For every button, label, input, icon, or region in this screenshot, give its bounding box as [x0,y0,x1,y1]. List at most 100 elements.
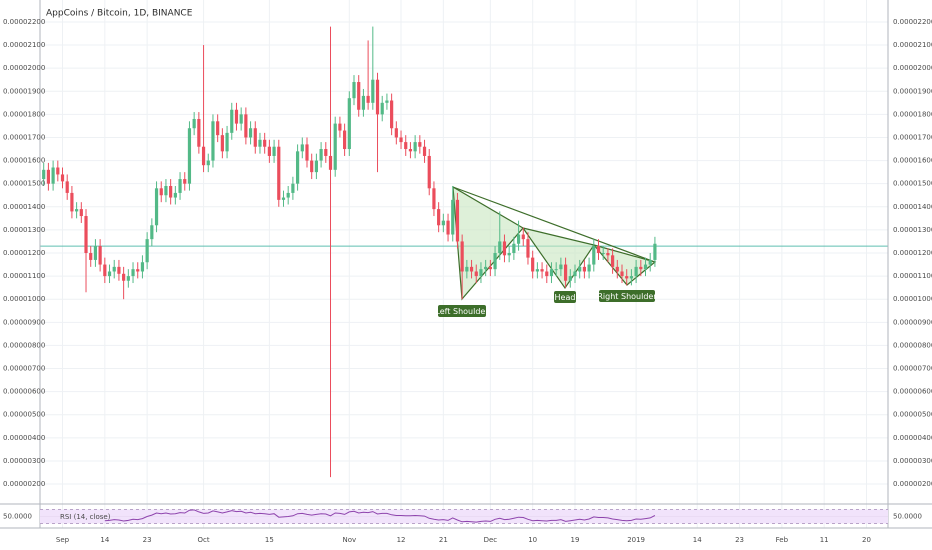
x-tick-label: 15 [265,536,274,544]
y-tick-label: 0.00001800 [3,110,45,118]
candle-body [267,146,271,156]
y-tick-label: 0.00002000 [3,64,45,72]
candle-body [521,234,525,240]
candle-body [366,95,370,103]
y-tick-label: 0.00001200 [893,249,932,257]
candle-body [239,114,243,124]
candle-body [535,269,539,272]
candle-body [559,264,563,270]
candle-body [300,144,304,152]
candle-body [263,139,267,147]
candle-body [93,246,98,260]
x-tick-label: Nov [342,536,356,544]
rsi-line [104,509,656,523]
candle-body [173,192,177,198]
candle-body [648,259,652,265]
candle-body [549,269,554,277]
candle-body [568,276,572,281]
candle-body [187,128,192,184]
candle-body [192,118,196,129]
candle-body [422,146,427,156]
candle-body [51,167,55,184]
candle-body [79,209,83,217]
y-tick-label: 0.00001100 [893,272,932,280]
candle-body [338,123,342,131]
candle-body [582,266,586,272]
x-tick-label: 2019 [627,536,645,544]
candle-body [154,188,159,226]
candle-body [131,269,135,277]
annotation-box [554,291,576,303]
annotation: Left Shoulder [435,307,489,316]
y-tick-label: 0.00001600 [893,157,932,165]
candle-body [394,128,398,138]
candle-body [324,149,328,156]
y-tick-label: 0.00002200 [3,18,45,26]
y-tick-label: 0.00001700 [893,133,932,141]
x-tick-label: 11 [820,536,829,544]
rsi-tick-label: 50.0000 [3,513,32,521]
candle-body [432,188,436,210]
candle-body [643,264,648,270]
candle-body [390,100,394,129]
x-tick-label: 19 [571,536,580,544]
annotation: Head [555,293,576,302]
candle-body [314,160,318,173]
y-tick-label: 0.00001400 [893,203,932,211]
y-tick-label: 0.00000400 [893,434,932,442]
candle-body [183,179,187,184]
x-tick-label: 10 [528,536,537,544]
right-axis-panel [888,0,932,550]
candle-body [596,246,601,254]
y-tick-label: 0.00002200 [893,18,932,26]
y-tick-label: 0.00000700 [3,365,45,373]
candle-body [234,109,239,124]
x-tick-label: Sep [56,536,70,544]
y-tick-label: 0.00000900 [3,318,45,326]
y-tick-label: 0.00000900 [893,318,932,326]
candle-body [404,142,408,150]
candle-body [615,266,619,272]
y-tick-label: 0.00001500 [3,180,45,188]
y-tick-label: 0.00000800 [893,341,932,349]
y-tick-label: 0.00000300 [893,457,932,465]
candle-body [493,253,497,270]
candle-body [399,137,403,143]
candle-body [427,155,431,189]
candle-body [413,142,417,152]
candle-body [333,123,337,170]
x-tick-label: 21 [439,536,448,544]
candle-body [126,276,130,281]
candle-body [117,266,121,274]
candle-body [145,239,149,263]
candle-body [451,199,455,235]
y-tick-label: 0.00001600 [3,157,45,165]
y-tick-label: 0.00001000 [3,295,45,303]
x-tick-label: 12 [397,536,406,544]
candle-body [469,266,474,272]
candle-body [253,128,257,147]
candle-body [277,146,281,200]
candle-body [122,273,126,281]
candle-body [512,243,516,254]
candle-body [169,185,173,198]
candle-body [507,253,511,256]
y-tick-label: 0.00002100 [893,41,932,49]
candle-body [201,146,206,166]
candle-body [465,266,469,272]
annotation: Right Shoulder [597,292,657,301]
candle-body [70,192,74,212]
candle-body [526,239,530,258]
candle-body [305,144,309,161]
candle-body [375,79,380,115]
candle-body [328,155,333,170]
candle-body [578,266,582,272]
candle-body [347,98,351,150]
candle-body [225,132,229,152]
y-tick-label: 0.00000500 [3,411,45,419]
candle-body [319,149,323,161]
x-tick-label: 20 [862,536,871,544]
candle-body [653,243,657,260]
y-tick-label: 0.00000200 [893,480,932,488]
